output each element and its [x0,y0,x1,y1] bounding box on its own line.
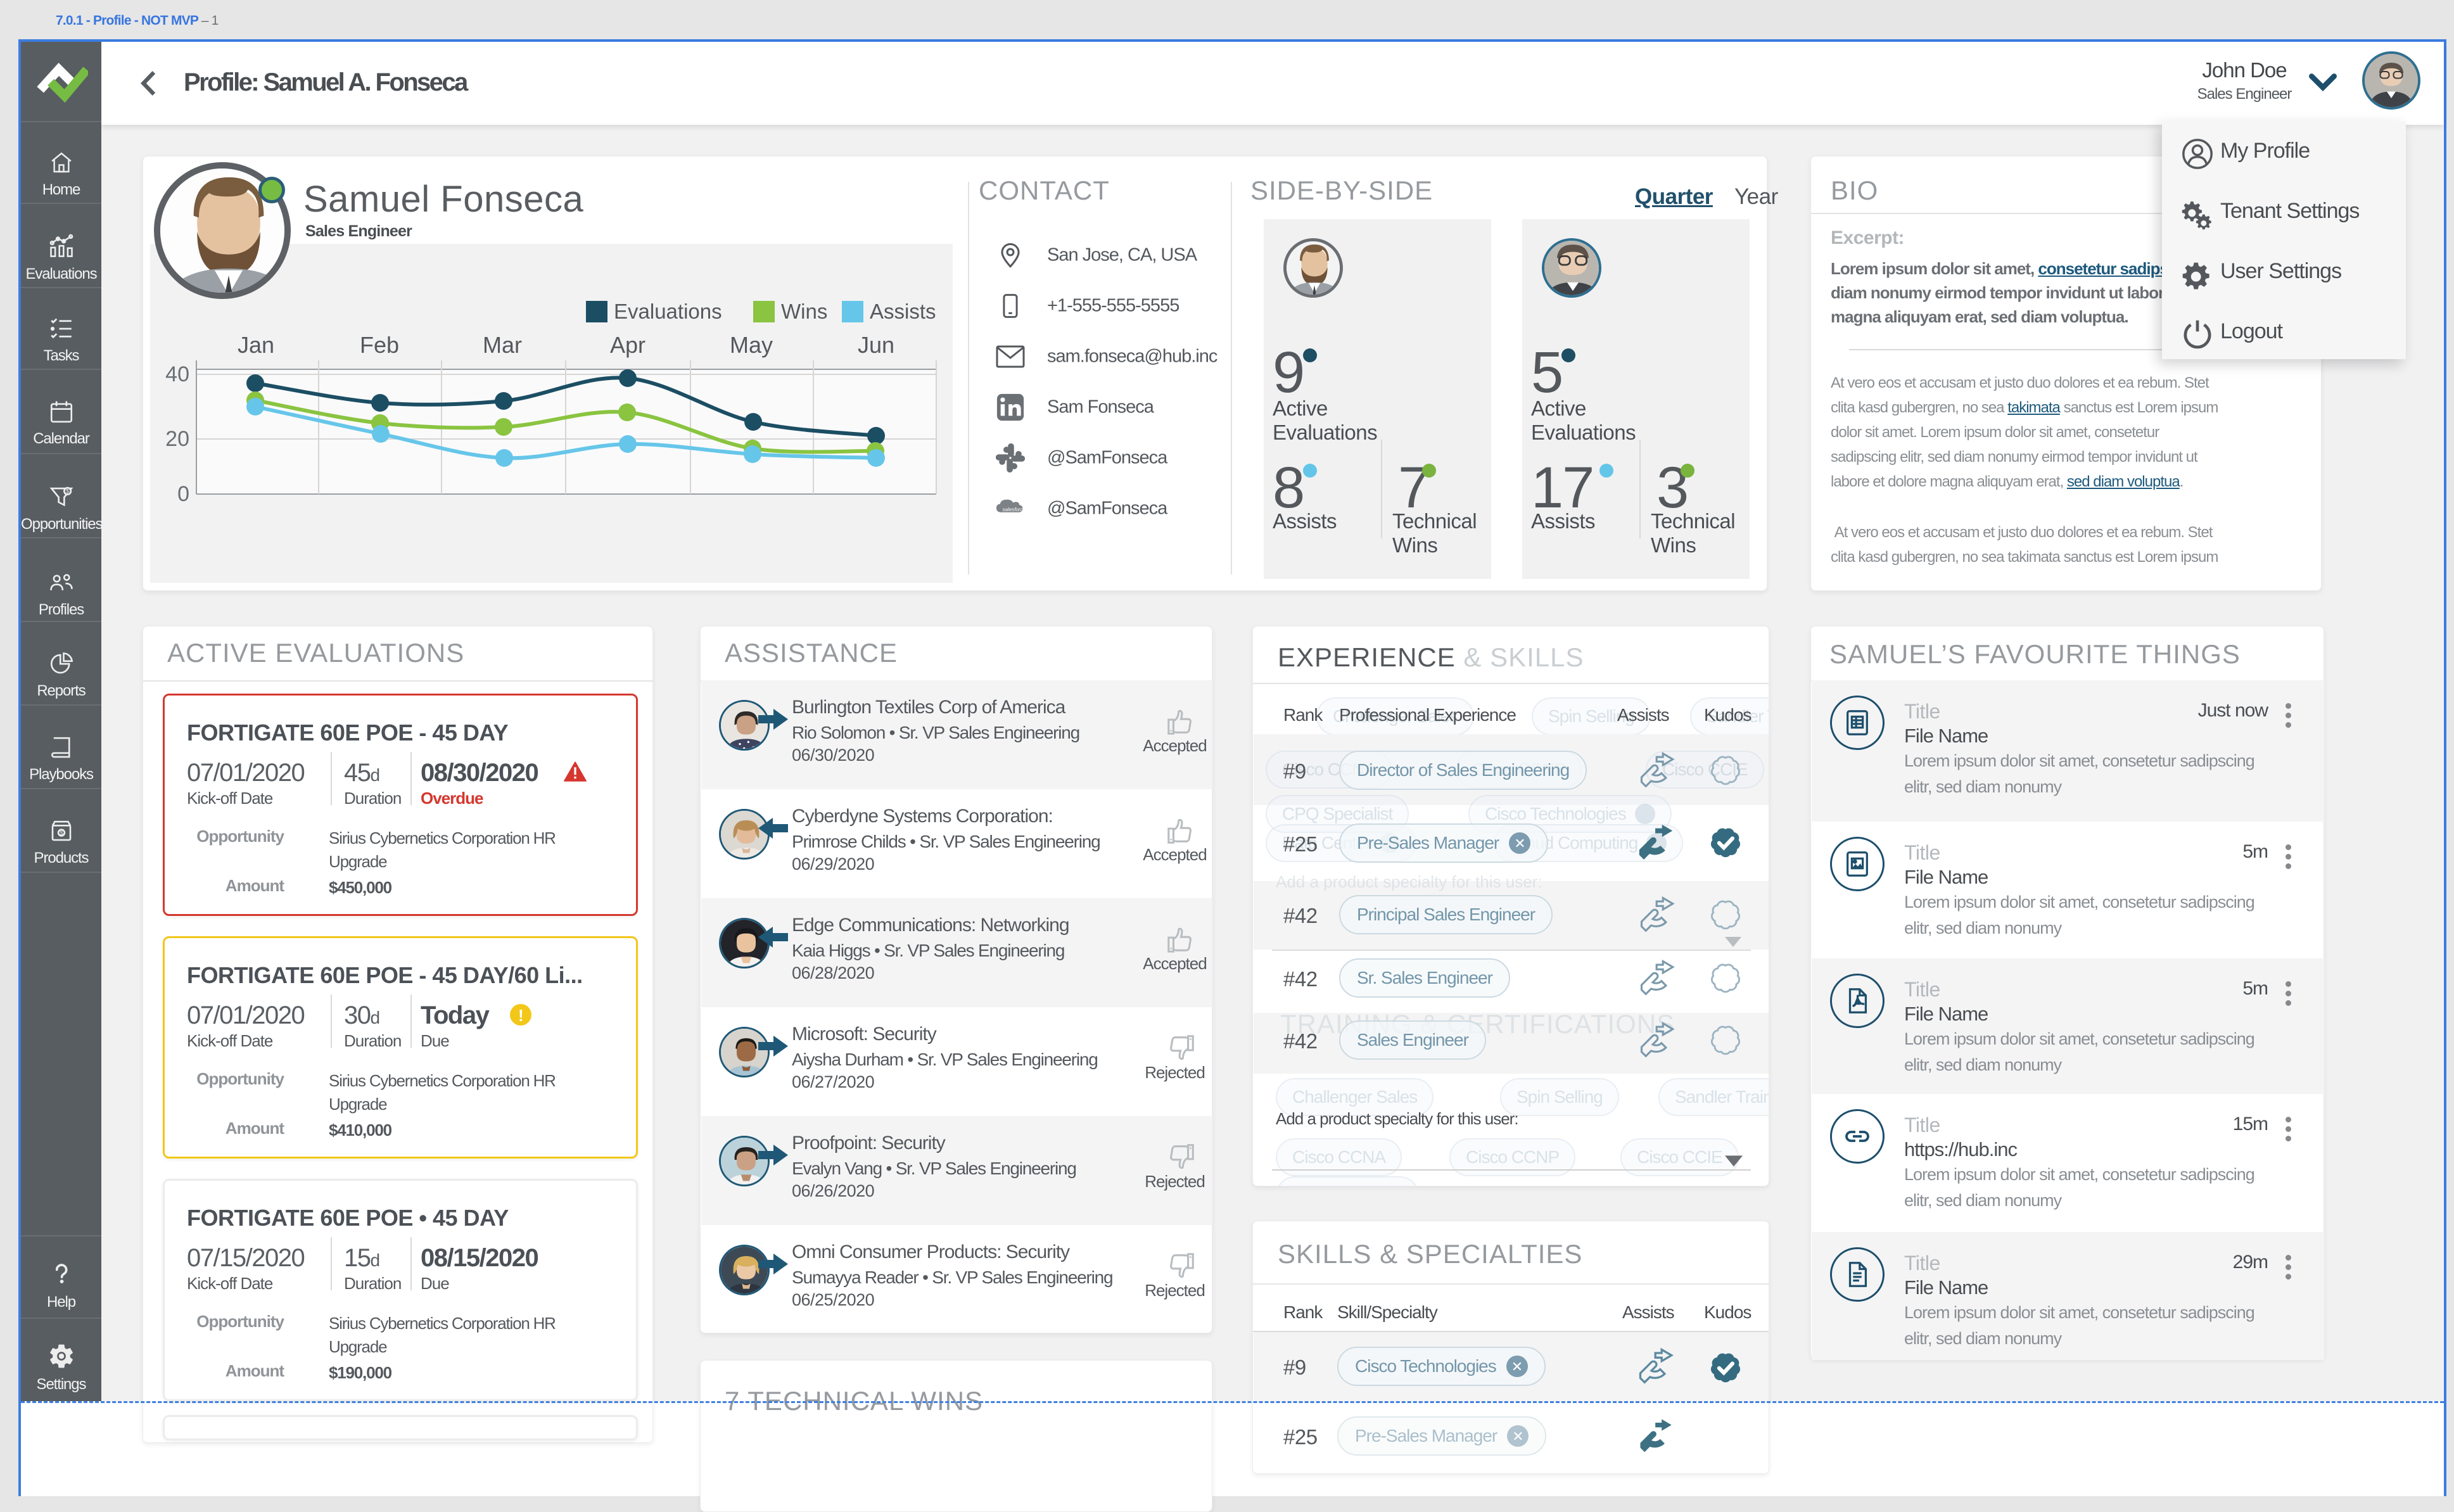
svg-text:20: 20 [165,427,189,451]
svg-text:Jan: Jan [238,332,274,358]
svg-text:Feb: Feb [360,332,399,358]
svg-text:Mar: Mar [483,332,522,358]
svg-text:May: May [730,332,773,358]
svg-text:Assists: Assists [870,300,936,323]
svg-text:Wins: Wins [781,300,827,323]
svg-text:40: 40 [165,362,189,386]
svg-text:0: 0 [177,482,189,506]
svg-text:Apr: Apr [610,332,645,358]
svg-text:$: $ [65,488,69,495]
svg-text:$: $ [60,830,63,837]
svg-text:Jun: Jun [858,332,894,358]
svg-text:salesforce: salesforce [1003,507,1026,512]
svg-text:Evaluations: Evaluations [614,300,722,323]
